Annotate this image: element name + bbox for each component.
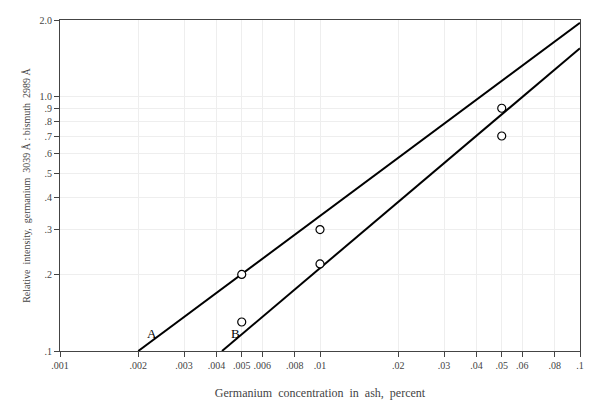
svg-text:.1: .1 — [576, 360, 584, 371]
svg-text:.03: .03 — [438, 360, 451, 371]
svg-text:.006: .006 — [254, 360, 272, 371]
svg-text:.1: .1 — [45, 346, 53, 357]
svg-text:.5: .5 — [45, 168, 53, 179]
svg-text:.9: .9 — [45, 103, 53, 114]
svg-text:.3: .3 — [45, 224, 53, 235]
svg-text:.6: .6 — [45, 148, 53, 159]
svg-text:1.0: 1.0 — [40, 91, 53, 102]
svg-text:B: B — [231, 326, 240, 341]
svg-text:.04: .04 — [470, 360, 483, 371]
svg-text:.005: .005 — [233, 360, 251, 371]
svg-text:.08: .08 — [549, 360, 562, 371]
svg-text:2.0: 2.0 — [40, 15, 53, 26]
svg-text:.01: .01 — [314, 360, 327, 371]
svg-text:.008: .008 — [286, 360, 304, 371]
svg-text:.4: .4 — [45, 192, 53, 203]
svg-text:.003: .003 — [175, 360, 193, 371]
svg-text:Relative intensity, germaniu: Relative intensity, germanium 3039 Å : b… — [21, 67, 32, 302]
svg-text:Germanium concentration in: Germanium concentration in ash, percent — [215, 386, 426, 400]
svg-text:.7: .7 — [45, 131, 53, 142]
svg-text:.06: .06 — [516, 360, 529, 371]
svg-text:.8: .8 — [45, 116, 53, 127]
svg-text:.004: .004 — [208, 360, 226, 371]
svg-text:.001: .001 — [51, 360, 69, 371]
svg-text:.05: .05 — [495, 360, 508, 371]
svg-text:A: A — [147, 326, 157, 341]
svg-text:.02: .02 — [392, 360, 405, 371]
svg-text:.2: .2 — [45, 269, 53, 280]
svg-text:.002: .002 — [130, 360, 148, 371]
